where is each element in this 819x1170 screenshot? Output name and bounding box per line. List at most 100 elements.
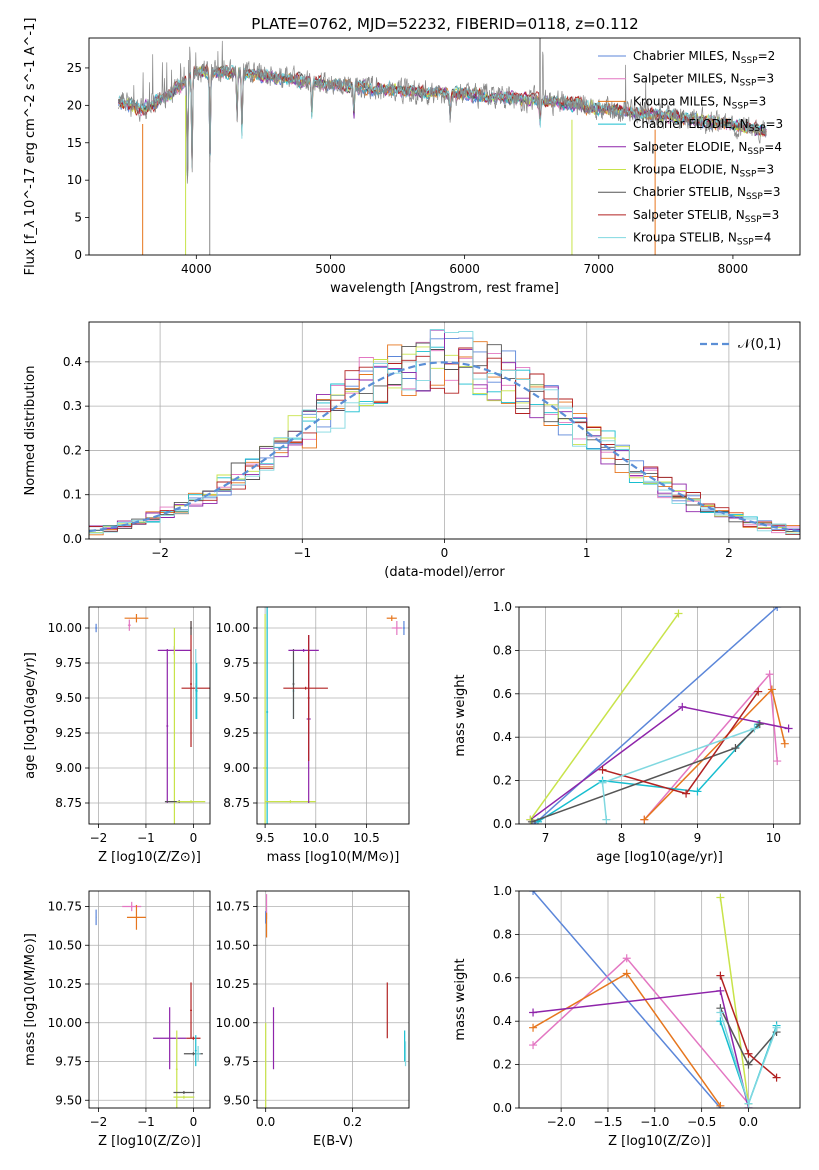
y-tick-label: 10.50 <box>216 938 250 952</box>
legend-entry: Kroupa STELIB, NSSP=4 <box>633 231 771 248</box>
y-tick-label: 0.8 <box>493 927 512 941</box>
y-tick-label: 10.75 <box>48 900 82 914</box>
x-tick-label: 7 <box>542 831 550 845</box>
error-bar-point <box>124 614 149 623</box>
weight-marker <box>755 720 764 729</box>
x-tick-label: 10.5 <box>353 831 380 845</box>
legend-label-tail: =3 <box>756 163 774 177</box>
legend-label-tail: =2 <box>758 49 776 63</box>
weight-marker <box>674 609 683 618</box>
error-bar-point <box>402 621 405 635</box>
weight-marker <box>527 817 536 824</box>
weight-marker <box>529 1041 538 1050</box>
y-tick-label: 0.0 <box>493 1101 512 1115</box>
x-tick-label: 2 <box>725 546 733 560</box>
weight-marker <box>765 670 774 679</box>
error-bar-point <box>173 1095 195 1099</box>
x-tick-label: 0.0 <box>256 1115 275 1129</box>
legend-label: Salpeter STELIB, N <box>633 208 745 222</box>
figure-title: PLATE=0762, MJD=52232, FIBERID=0118, z=0… <box>251 15 638 33</box>
weight-marker <box>716 986 725 995</box>
x-axis-label: age [log10(age/yr)] <box>596 850 723 865</box>
plot-area <box>89 329 800 536</box>
y-tick-label: 1.0 <box>493 884 512 898</box>
legend-label-tail: =4 <box>764 140 782 154</box>
residual-histogram <box>89 329 800 535</box>
y-tick-label: 15 <box>67 136 82 150</box>
y-axis-label: age [log10(age/yr)] <box>23 652 38 779</box>
y-tick-label: 0.0 <box>493 817 512 831</box>
y-tick-label: 9.00 <box>223 761 250 775</box>
legend-entry: Chabrier STELIB, NSSP=3 <box>633 185 781 202</box>
error-bar-point <box>173 628 176 824</box>
legend-entry: Salpeter MILES, NSSP=3 <box>633 72 774 89</box>
legend-label: Salpeter MILES, N <box>633 72 740 86</box>
y-tick-label: 9.75 <box>223 1055 250 1069</box>
x-tick-label: 9 <box>694 831 702 845</box>
y-tick-label: 0.2 <box>493 774 512 788</box>
residual-histogram <box>89 341 800 536</box>
residual-distribution-panel: −2 −1 0 1 2 0.0 0.1 0.2 0.3 0.4 (data-model)/error… <box>23 321 801 580</box>
x-tick-label: 10 <box>766 831 781 845</box>
legend-label: Kroupa MILES, N <box>633 94 732 108</box>
weight-marker <box>767 685 776 694</box>
weight-marker <box>772 1023 781 1032</box>
error-bar-point <box>283 686 328 690</box>
error-bar-point <box>176 800 206 803</box>
axes-frame <box>88 606 211 825</box>
x-tick-label: −1.0 <box>640 1115 669 1129</box>
legend-label-subscript: SSP <box>732 101 749 111</box>
x-tick-label: 9.5 <box>256 831 275 845</box>
legend-label-subscript: SSP <box>749 124 766 134</box>
legend-label-subscript: SSP <box>746 192 763 202</box>
error-bar-point <box>126 904 146 930</box>
axes-frame <box>88 37 801 256</box>
weight-marker <box>744 1060 753 1069</box>
weight-marker <box>716 971 725 980</box>
weight-marker <box>744 1099 753 1108</box>
weight-line <box>532 891 721 1108</box>
legend-label-subscript: SSP <box>741 56 758 66</box>
weight-marker <box>678 702 687 711</box>
legend-label-tail: =3 <box>765 117 783 131</box>
error-bar-point <box>266 607 269 824</box>
legend-entry: Kroupa MILES, NSSP=3 <box>633 94 766 111</box>
legend-label: Chabrier ELODIE, N <box>633 117 749 131</box>
x-tick-label: −1.5 <box>593 1115 622 1129</box>
legend-label-tail: =3 <box>763 185 781 199</box>
plot-area <box>265 894 407 1108</box>
age-vs-mass-panel: 9.5 10.0 10.5 8.75 9.00 9.25 9.50 9.75 10.00 mass… <box>216 606 410 865</box>
y-tick-label: 10.00 <box>48 1016 82 1030</box>
axes-frame <box>256 606 410 825</box>
legend-label: Kroupa ELODIE, N <box>633 163 740 177</box>
error-bar-point <box>195 663 198 719</box>
weight-marker <box>731 744 740 753</box>
axes-frame <box>518 606 801 825</box>
x-tick-label: 0 <box>441 546 449 560</box>
legend-label-subscript: SSP <box>747 147 764 157</box>
x-axis-label: Z [log10(Z/Z⊙)] <box>98 1134 201 1149</box>
weight-vs-age-panel: 7 8 9 10 0.0 0.2 0.4 0.6 0.8 1.0 age [log10(age/yr… <box>453 600 801 865</box>
x-tick-label: −2 <box>90 1115 108 1129</box>
weight-marker <box>640 815 649 824</box>
legend-label: Chabrier MILES, N <box>633 49 741 63</box>
y-tick-label: 0.4 <box>63 355 82 369</box>
weight-marker <box>529 1023 538 1032</box>
y-tick-label: 9.50 <box>55 691 82 705</box>
error-bar-point <box>175 1030 178 1108</box>
x-axis-label: E(B-V) <box>313 1134 353 1149</box>
weight-marker <box>602 815 611 824</box>
error-bar-point <box>186 1036 201 1040</box>
error-bar-point <box>190 621 192 747</box>
weight-line <box>532 957 750 1105</box>
x-tick-label: −0.5 <box>687 1115 716 1129</box>
y-tick-label: 10.75 <box>216 900 250 914</box>
x-tick-label: 0 <box>190 1115 198 1129</box>
weight-line <box>719 897 750 1104</box>
y-tick-label: 0.6 <box>493 971 512 985</box>
legend-entry: Salpeter ELODIE, NSSP=4 <box>633 140 782 157</box>
error-bar-point <box>127 619 131 631</box>
residual-histogram <box>89 329 800 530</box>
y-tick-label: 9.25 <box>55 726 82 740</box>
weight-marker <box>716 1101 725 1108</box>
